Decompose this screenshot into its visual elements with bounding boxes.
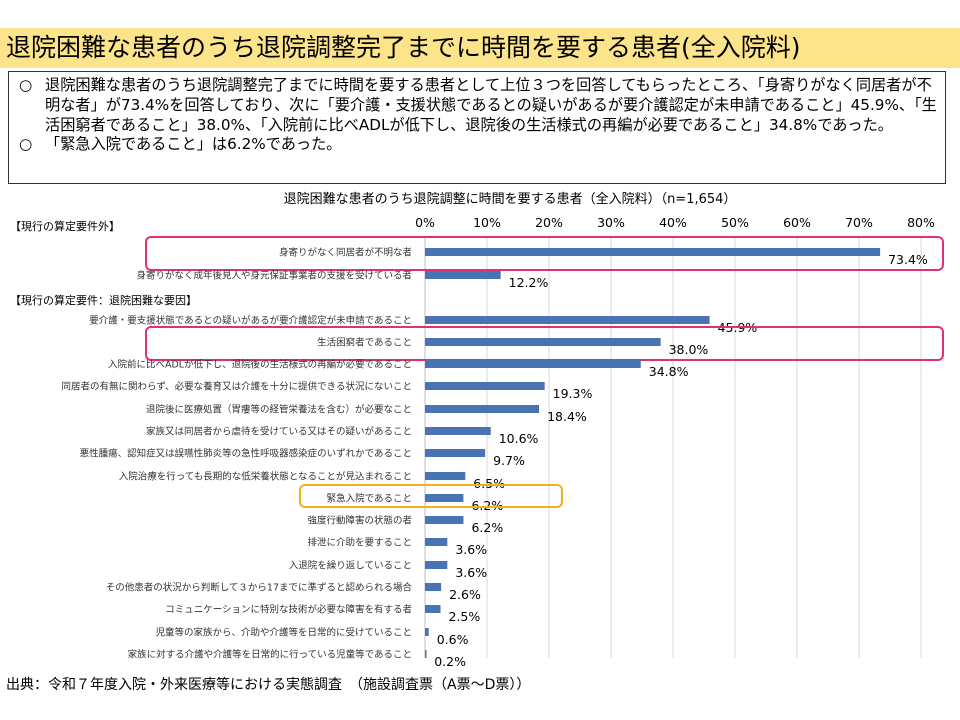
group-label: 【現行の算定要件外】 [10,219,120,233]
bar [425,538,448,546]
x-tick-label: 70% [845,215,873,230]
category-label: 生活困窮者であること [317,337,412,349]
data-label: 6.2% [471,520,503,535]
source-footer: 出典：令和７年度入院・外来医療等における実態調査 （施設調査票（A票～D票）） [6,677,531,693]
summary-point-2: ○ 「緊急入院であること」は6.2%であった。 [19,135,937,155]
bar [425,561,448,569]
data-label: 3.6% [455,542,487,557]
x-tick-label: 0% [415,215,435,230]
data-label: 38.0% [669,342,709,357]
category-label: 強度行動障害の状態の者 [307,515,412,527]
category-label: 要介護・要支援状態であるとの疑いがあるが要介護認定が未申請であること [89,315,412,327]
bullet-icon: ○ [19,76,33,94]
category-label: 入退院を繰り返していること [289,560,412,572]
data-label: 18.4% [547,409,587,424]
bar [425,494,464,502]
data-label: 12.2% [509,275,549,290]
bar [425,472,466,480]
title-bar: 退院困難な患者のうち退院調整完了までに時間を要する患者(全入院料) [0,28,960,68]
bullet-icon: ○ [19,135,33,154]
bar-chart: 退院困難な患者のうち退院調整に時間を要する患者（全入院料）（n=1,654） 0%… [10,191,944,669]
category-label: 入院治療を行っても長期的な低栄養状態となることが見込まれること [119,471,412,483]
category-label: その他患者の状況から判断して３から17までに準ずると認められる場合 [106,582,413,594]
x-tick-label: 50% [721,215,749,230]
data-label: 3.6% [455,565,487,580]
x-tick-label: 80% [907,215,935,230]
data-label: 34.8% [649,364,689,379]
bar [425,248,881,256]
chart-title: 退院困難な患者のうち退院調整に時間を要する患者（全入院料）（n=1,654） [284,191,737,207]
bar [425,583,442,591]
highlight-box [145,236,944,271]
bar [425,628,429,636]
highlight-box [299,484,563,508]
bar [425,382,545,390]
group-label: 【現行の算定要件：退院困難な要因】 [10,293,197,307]
bar [425,427,491,435]
bar [425,360,641,368]
data-label: 10.6% [499,431,539,446]
page-title: 退院困難な患者のうち退院調整完了までに時間を要する患者(全入院料) [6,33,801,62]
category-label: 児童等の家族から、介助や介護等を日常的に受けていること [155,627,412,639]
category-label: 排泄に介助を要すること [307,537,412,549]
summary-point-1: ○ 退院困難な患者のうち退院調整完了までに時間を要する患者として上位３つを回答し… [19,76,937,135]
summary-text-2: 「緊急入院であること」は6.2%であった。 [45,135,342,154]
x-tick-label: 40% [659,215,687,230]
bar [425,316,710,324]
bar [425,271,501,279]
x-tick-label: 20% [535,215,563,230]
data-label: 6.2% [471,498,503,513]
category-label: 退院後に医療処置（胃瘻等の経管栄養法を含む）が必要なこと [146,404,412,416]
bar [425,605,441,613]
summary-box: ○ 退院困難な患者のうち退院調整完了までに時間を要する患者として上位３つを回答し… [8,71,946,184]
category-label: 家族に対する介護や介護等を日常的に行っている児童等であること [128,649,412,661]
category-label: 身寄りがなく成年後見人や身元保証事業者の支援を受けている者 [136,270,412,282]
bar [425,516,464,524]
category-label: 緊急入院であること [327,493,412,505]
category-label: 家族又は同居者から虐待を受けている又はその疑いがあること [146,426,412,438]
data-label: 2.6% [449,587,481,602]
data-label: 19.3% [553,386,593,401]
x-tick-label: 60% [783,215,811,230]
data-label: 2.5% [449,609,481,624]
bar [425,650,427,658]
x-tick-label: 30% [597,215,625,230]
data-label: 9.7% [493,453,525,468]
category-label: 同居者の有無に関わらず、必要な養育又は介護を十分に提供できる状況にないこと [62,381,412,393]
category-label: 身寄りがなく同居者が不明な者 [279,247,412,259]
bar [425,338,661,346]
bar [425,405,540,413]
data-label: 6.5% [473,476,505,491]
x-tick-label: 10% [473,215,501,230]
category-label: コミュニケーションに特別な技術が必要な障害を有する者 [165,604,412,616]
category-label: 悪性腫瘍、認知症又は誤嚥性肺炎等の急性呼吸器感染症のいずれかであること [80,448,412,460]
summary-text-1: 退院困難な患者のうち退院調整完了までに時間を要する患者として上位３つを回答しても… [45,76,937,134]
data-label: 0.6% [437,632,469,647]
data-label: 73.4% [888,252,928,267]
data-label: 0.2% [434,654,466,669]
category-label: 入院前に比べADLが低下し、退院後の生活様式の再編が必要であること [108,359,412,371]
bar [425,449,486,457]
